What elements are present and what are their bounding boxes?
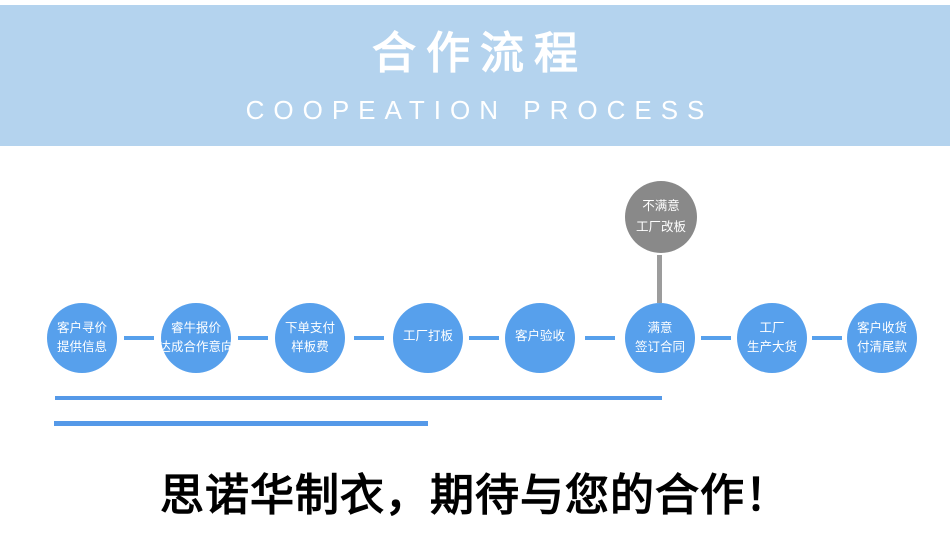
slogan-text: 思诺华制衣，期待与您的合作！ — [160, 471, 790, 520]
connector-line — [585, 336, 615, 340]
flow-step-label: 下单支付 — [284, 321, 335, 335]
flow-step-sign-contract: 满意 签订合同 — [625, 303, 695, 373]
flow-step-label: 生产大货 — [746, 340, 797, 354]
flow-step-factory-sample: 工厂打板 — [393, 303, 463, 373]
flow-step-label: 样板费 — [291, 340, 329, 354]
accent-underline-short — [54, 421, 428, 426]
flow-step-label: 工厂改板 — [635, 220, 686, 234]
flow-step-label: 工厂打板 — [402, 328, 453, 343]
flow-step-order-payment: 下单支付 样板费 — [275, 303, 345, 373]
flow-step-dissatisfied: 不满意 工厂改板 — [625, 181, 697, 253]
connector-line — [238, 336, 268, 340]
flow-step-quotation: 睿牛报价 达成合作意向 — [158, 303, 234, 373]
flow-step-label: 签订合同 — [634, 340, 685, 354]
flow-step-label: 提供信息 — [56, 340, 107, 354]
flow-step-label: 客户验收 — [514, 328, 565, 343]
flow-step-label: 满意 — [647, 321, 673, 335]
cooperation-process-banner: 合作流程 COOPEATION PROCESS — [0, 5, 950, 146]
flow-step-inquiry: 客户寻价 提供信息 — [47, 303, 117, 373]
flow-step-label: 达成合作意向 — [158, 340, 234, 354]
vertical-connector-line — [657, 255, 662, 303]
flow-step-customer-acceptance: 客户验收 — [505, 303, 575, 373]
connector-line — [469, 336, 499, 340]
flow-step-label: 客户收货 — [856, 321, 907, 335]
page-subtitle: COOPEATION PROCESS — [245, 94, 714, 125]
flow-step-label: 客户寻价 — [56, 321, 107, 335]
connector-line — [701, 336, 731, 340]
page-title: 合作流程 — [372, 29, 588, 79]
flow-step-label: 睿牛报价 — [170, 321, 221, 335]
flow-step-bulk-production: 工厂 生产大货 — [737, 303, 807, 373]
connector-line — [124, 336, 154, 340]
flow-step-label: 工厂 — [759, 321, 785, 335]
flow-step-label: 不满意 — [642, 199, 680, 213]
flow-step-receive-goods: 客户收货 付清尾款 — [847, 303, 917, 373]
connector-line — [354, 336, 384, 340]
accent-underline-long — [55, 396, 662, 400]
connector-line — [812, 336, 842, 340]
flow-step-label: 付清尾款 — [856, 340, 907, 354]
